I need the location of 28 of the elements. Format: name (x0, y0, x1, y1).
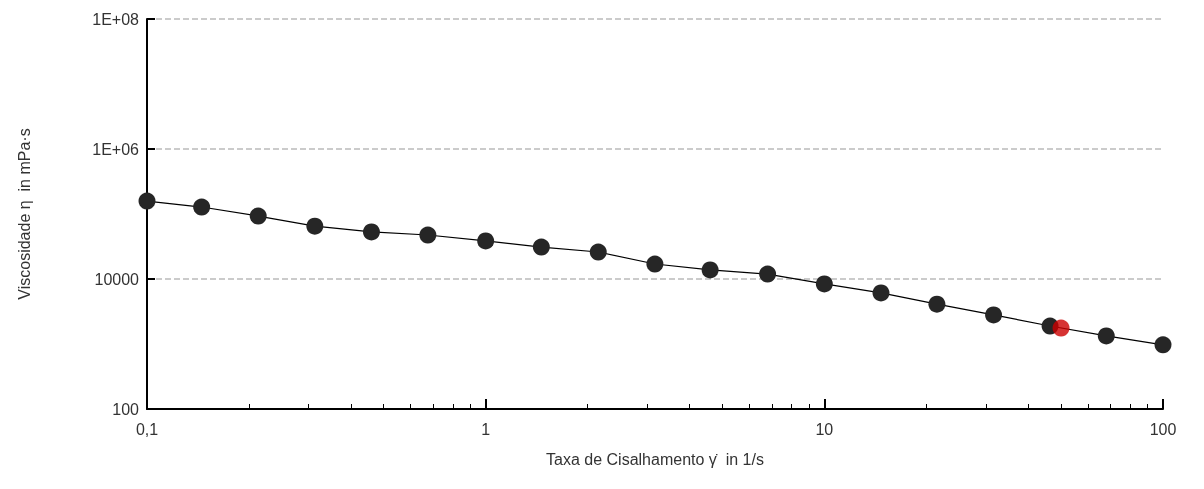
point (532, 238, 550, 256)
x-tick-label: 0,1 (135, 420, 159, 438)
x-tick-label: 10 (815, 420, 834, 438)
point (1154, 336, 1172, 354)
y-tick-label: 1E+06 (92, 140, 140, 158)
point (1097, 327, 1115, 345)
point (928, 295, 946, 313)
point (249, 207, 267, 225)
point (589, 243, 607, 261)
point (193, 198, 211, 216)
x-tick-label: 1 (481, 420, 491, 438)
point (419, 226, 437, 244)
y-tick-label: 1E+08 (92, 10, 140, 28)
point (759, 265, 777, 283)
point (362, 223, 380, 241)
y-axis-title: Viscosidade η in mPa·s (15, 128, 33, 300)
point (306, 217, 324, 235)
y-tick-label: 10000 (94, 270, 140, 288)
point (872, 284, 890, 302)
point (985, 306, 1003, 324)
point (138, 192, 156, 210)
x-tick-label: 100 (1149, 420, 1177, 438)
point (477, 232, 495, 250)
x-axis-title: Taxa de Cisalhamento γ̇ in 1/s (546, 450, 764, 468)
y-tick-label: 100 (112, 400, 140, 418)
point (815, 275, 833, 293)
point (646, 255, 664, 273)
point (701, 261, 719, 279)
